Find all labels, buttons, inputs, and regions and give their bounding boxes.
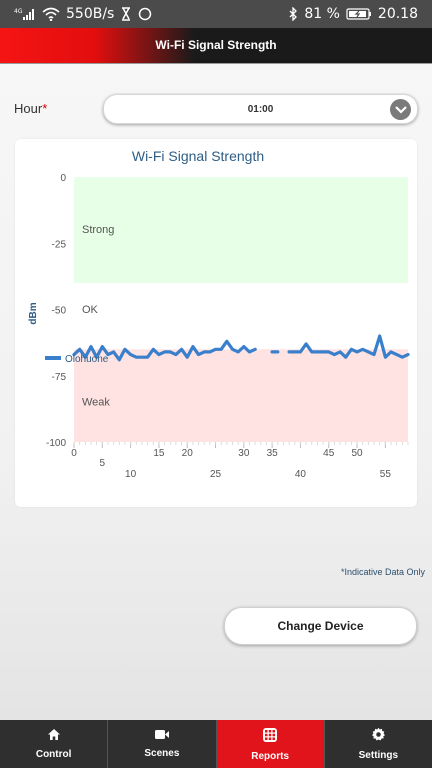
clock: 20.18	[377, 6, 418, 22]
bottom-nav: Control Scenes Reports Sett	[0, 720, 432, 768]
nav-control-label: Control	[35, 749, 72, 760]
wifi-icon	[42, 7, 60, 21]
video-camera-icon	[154, 729, 170, 743]
battery-charging-icon	[346, 7, 372, 21]
x-tick-label: 10	[125, 469, 137, 480]
x-tick-label: 45	[323, 448, 335, 459]
network-type-label: 4G	[14, 8, 23, 15]
chevron-down-icon[interactable]	[390, 99, 411, 120]
bluetooth-icon	[288, 7, 298, 21]
nav-scenes[interactable]: Scenes	[108, 720, 217, 768]
hourglass-icon	[120, 7, 132, 21]
x-tick-label: 30	[238, 448, 250, 459]
required-mark: *	[42, 101, 48, 116]
hour-dropdown[interactable]: 01:00	[103, 94, 418, 124]
band-label-weak: Weak	[82, 396, 110, 408]
y-tick-label: -50	[52, 306, 67, 317]
chart-card: Strong OK Weak Wi-Fi Signal Strength dBm 0 -25…	[15, 139, 417, 507]
x-tick-label: 35	[267, 448, 279, 459]
y-axis-label: dBm	[28, 302, 39, 324]
y-tick-label: 0	[60, 173, 66, 184]
nav-control[interactable]: Control	[0, 720, 109, 768]
grid-icon	[262, 727, 278, 746]
nav-reports-label: Reports	[251, 750, 290, 762]
band-strong	[74, 177, 408, 283]
nav-reports[interactable]: Reports	[216, 720, 325, 768]
cellular-signal-icon: 4G	[14, 7, 36, 21]
x-tick-label: 5	[100, 458, 106, 469]
x-tick-label: 25	[210, 469, 222, 480]
indicative-note: *Indicative Data Only	[340, 567, 425, 577]
x-tick-label: 20	[182, 448, 194, 459]
battery-percent: 81 %	[304, 6, 340, 22]
band-label-strong: Strong	[82, 224, 114, 236]
nav-settings[interactable]: Settings	[325, 720, 432, 768]
title-bar: Wi-Fi Signal Strength	[0, 28, 432, 64]
network-speed: 550B/s	[66, 6, 115, 22]
hour-value: 01:00	[247, 104, 274, 115]
y-tick-label: -75	[52, 372, 67, 383]
nav-scenes-label: Scenes	[144, 748, 180, 759]
band-ok	[74, 283, 408, 350]
x-tick-label: 0	[71, 448, 77, 459]
nav-settings-label: Settings	[358, 750, 399, 761]
hour-label: Hour*	[14, 101, 47, 116]
page-title: Wi-Fi Signal Strength	[155, 38, 277, 52]
chart-title: Wi-Fi Signal Strength	[132, 148, 264, 164]
y-tick-label: -25	[52, 239, 67, 250]
sync-circle-icon	[138, 7, 152, 21]
x-tick-label: 50	[351, 448, 363, 459]
status-bar: 4G 550B/s	[0, 0, 432, 28]
band-weak	[74, 349, 408, 442]
legend-label: Olohuone	[65, 354, 109, 365]
y-tick-label: -100	[46, 438, 66, 449]
hour-label-text: Hour	[14, 101, 43, 116]
x-tick-label: 15	[153, 448, 165, 459]
x-tick-label: 55	[380, 469, 392, 480]
x-tick-label: 40	[295, 469, 307, 480]
signal-chart: Strong OK Weak Wi-Fi Signal Strength dBm 0 -25…	[28, 148, 410, 480]
legend-swatch	[45, 356, 61, 360]
gear-icon	[371, 727, 386, 745]
series-line-0	[72, 334, 410, 362]
change-device-button[interactable]: Change Device	[224, 607, 417, 645]
home-icon	[47, 728, 61, 744]
band-label-ok: OK	[82, 304, 99, 316]
